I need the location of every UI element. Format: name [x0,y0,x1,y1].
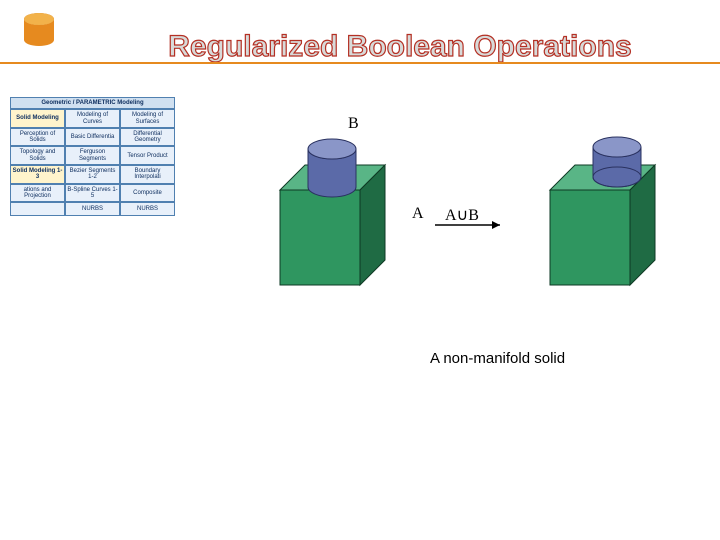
nav-header: Geometric / PARAMETRIC Modeling [10,97,175,109]
nav-row: Topology and SolidsFerguson SegmentsTens… [10,146,175,165]
nav-cell: Composite [120,184,175,203]
nav-cell: Solid Modeling 1-3 [10,165,65,184]
nav-row: Perception of SolidsBasic DifferentiaDif… [10,128,175,147]
nav-cell: NURBS [65,202,120,216]
nav-cell: Perception of Solids [10,128,65,147]
caption: A non-manifold solid [430,350,565,367]
nav-row: ations and ProjectionB-Spline Curves 1-5… [10,184,175,203]
label-result: A∪B [445,205,479,225]
boolean-diagram: B A A∪B [240,105,710,335]
nav-cell: ations and Projection [10,184,65,203]
nav-cell: B-Spline Curves 1-5 [65,184,120,203]
nav-cell: Ferguson Segments [65,146,120,165]
nav-row: NURBSNURBS [10,202,175,216]
nav-cell: Basic Differentia [65,128,120,147]
nav-cell: Solid Modeling [10,109,65,128]
nav-cell: Topology and Solids [10,146,65,165]
nav-cell: Modeling of Curves [65,109,120,128]
nav-cell: Boundary Interpolati [120,165,175,184]
nav-cell: Differential Geometry [120,128,175,147]
nav-table: Geometric / PARAMETRIC Modeling Solid Mo… [10,97,175,216]
svg-text:Regularized Boolean Operations: Regularized Boolean Operations [168,30,631,63]
nav-row: Solid Modeling 1-3Bezier Segments 1-2Bou… [10,165,175,184]
nav-cell: NURBS [120,202,175,216]
title-underline [0,62,720,64]
nav-cell: Modeling of Surfaces [120,109,175,128]
nav-cell: Tensor Product [120,146,175,165]
label-b: B [348,115,359,133]
database-icon [22,12,56,48]
nav-cell [10,202,65,216]
nav-cell: Bezier Segments 1-2 [65,165,120,184]
label-a: A [412,205,424,223]
nav-row: Solid ModelingModeling of CurvesModeling… [10,109,175,128]
